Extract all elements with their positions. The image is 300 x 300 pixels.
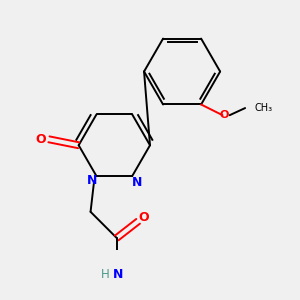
Text: O: O	[219, 110, 228, 120]
Text: O: O	[35, 133, 46, 146]
Text: N: N	[87, 174, 97, 188]
Text: N: N	[132, 176, 142, 189]
Text: N: N	[113, 268, 123, 281]
Text: H: H	[100, 268, 109, 281]
Text: CH₃: CH₃	[255, 103, 273, 113]
Text: O: O	[139, 211, 149, 224]
